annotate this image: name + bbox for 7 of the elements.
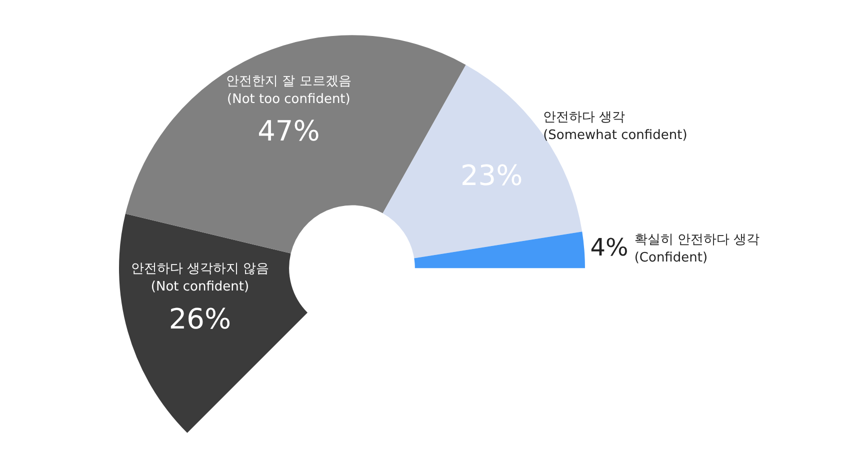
slice-label: 안전하다 생각 (Somewhat confident) [543,110,688,144]
slice-label: 안전하다 생각하지 않음 (Not confident) [130,261,270,294]
data-label: 26% [168,302,232,336]
slice-label: 안전한지 잘 모르겠음 (Not too confident) [226,74,352,107]
slice-label: 확실히 안전하다 생각 (Confident) [634,232,760,266]
data-label: 4% [590,234,628,262]
data-label: 47% [258,114,320,148]
